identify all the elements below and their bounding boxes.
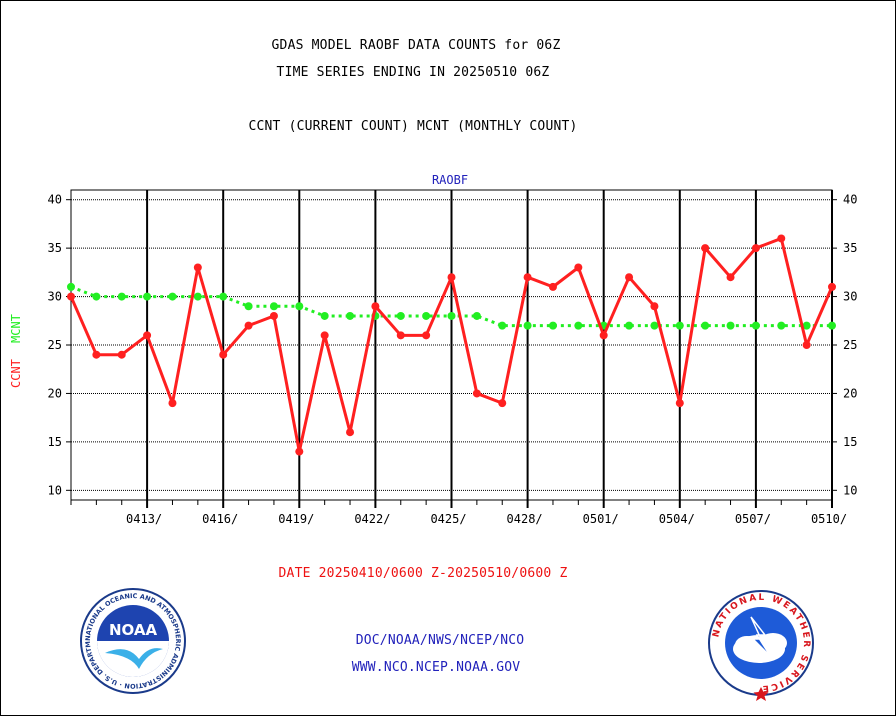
plot-area: 10 10 15 15 20 20 25 25 30 30 35 35 40 40 0413/0416/04… (48, 189, 857, 526)
data-point-mcnt (396, 311, 405, 320)
data-point-mcnt (143, 292, 152, 301)
data-point-mcnt (498, 321, 507, 330)
data-point-ccnt (650, 302, 659, 311)
date-range-label: DATE 20250410/0600 Z-20250510/0600 Z (278, 566, 568, 581)
y-tick-label-right: 35 (843, 241, 857, 255)
noaa-logo: NATIONAL OCEANIC AND ATMOSPHERIC ADMINIS… (80, 588, 186, 694)
data-point-ccnt (269, 311, 278, 320)
y-tick-label-right: 15 (843, 435, 857, 449)
x-tick-label: 0428/ (507, 512, 543, 526)
data-point-ccnt (548, 282, 557, 291)
y-tick-label-right: 20 (843, 386, 857, 400)
x-tick-label: 0425/ (430, 512, 466, 526)
x-tick-label: 0507/ (735, 512, 771, 526)
data-point-mcnt (802, 321, 811, 330)
data-point-ccnt (371, 302, 380, 311)
data-point-mcnt (650, 321, 659, 330)
data-point-mcnt (751, 321, 760, 330)
chart-series-label: RAOBF (432, 173, 468, 187)
data-point-ccnt (472, 389, 481, 398)
data-point-ccnt (523, 273, 532, 282)
data-point-mcnt (422, 311, 431, 320)
data-point-ccnt (574, 263, 583, 272)
data-point-ccnt (117, 350, 126, 359)
data-point-mcnt (269, 302, 278, 311)
x-tick-label: 0416/ (202, 512, 238, 526)
data-point-ccnt (346, 428, 355, 437)
y-tick-label-right: 10 (843, 483, 857, 497)
data-point-mcnt (701, 321, 710, 330)
y-tick-label-right: 40 (843, 193, 857, 207)
data-point-ccnt (320, 331, 329, 340)
data-point-mcnt (346, 311, 355, 320)
data-point-mcnt (777, 321, 786, 330)
x-tick-label: 0510/ (811, 512, 847, 526)
data-point-ccnt (295, 447, 304, 456)
data-point-ccnt (67, 292, 75, 301)
org-link[interactable]: DOC/NOAA/NWS/NCEP/NCO (355, 633, 525, 648)
x-tick-label: 0504/ (659, 512, 695, 526)
data-point-mcnt (625, 321, 634, 330)
data-point-mcnt (548, 321, 557, 330)
data-point-mcnt (193, 292, 202, 301)
data-point-mcnt (117, 292, 126, 301)
data-point-mcnt (244, 302, 253, 311)
chart-subtitle: CCNT (CURRENT COUNT) MCNT (MONTHLY COUNT… (248, 119, 578, 134)
chart-title-line-1: GDAS MODEL RAOBF DATA COUNTS for 06Z (271, 38, 561, 53)
chart-title-line-2: TIME SERIES ENDING IN 20250510 06Z (276, 65, 550, 80)
data-point-mcnt (295, 302, 304, 311)
y-tick-label-left: 20 (48, 386, 62, 400)
data-point-ccnt (447, 273, 456, 282)
data-point-mcnt (726, 321, 735, 330)
data-point-mcnt (828, 321, 836, 330)
x-tick-label: 0501/ (583, 512, 619, 526)
data-point-mcnt (320, 311, 329, 320)
data-point-ccnt (244, 321, 253, 330)
y-tick-label-left: 30 (48, 290, 62, 304)
data-point-mcnt (168, 292, 177, 301)
y-axis-label-ccnt: CCNT (9, 359, 23, 388)
data-point-ccnt (143, 331, 152, 340)
data-point-ccnt (599, 331, 608, 340)
data-point-ccnt (422, 331, 431, 340)
x-tick-label: 0419/ (278, 512, 314, 526)
website-link[interactable]: WWW.NCO.NCEP.NOAA.GOV (351, 660, 521, 675)
data-point-ccnt (219, 350, 228, 359)
data-point-mcnt (92, 292, 101, 301)
data-point-ccnt (777, 234, 786, 243)
y-tick-label-right: 30 (843, 290, 857, 304)
y-tick-label-left: 40 (48, 193, 62, 207)
nws-logo: NATIONAL WEATHER SERVICE (708, 590, 814, 701)
data-point-ccnt (828, 282, 836, 291)
data-point-mcnt (523, 321, 532, 330)
y-axis-title-group: CCNT MCNT (9, 314, 23, 388)
data-point-mcnt (67, 282, 75, 291)
y-tick-label-left: 25 (48, 338, 62, 352)
y-tick-label-left: 15 (48, 435, 62, 449)
data-point-ccnt (751, 244, 760, 253)
data-point-mcnt (447, 311, 456, 320)
data-point-mcnt (472, 311, 481, 320)
x-tick-label: 0422/ (354, 512, 390, 526)
x-tick-label: 0413/ (126, 512, 162, 526)
data-point-ccnt (498, 399, 507, 408)
data-point-ccnt (625, 273, 634, 282)
data-point-ccnt (396, 331, 405, 340)
data-point-mcnt (574, 321, 583, 330)
data-point-mcnt (219, 292, 228, 301)
y-axis-label-mcnt: MCNT (9, 314, 23, 343)
data-point-ccnt (168, 399, 177, 408)
noaa-logo-text: NOAA (109, 621, 158, 639)
data-point-ccnt (802, 341, 811, 349)
data-point-ccnt (701, 244, 710, 253)
data-point-ccnt (726, 273, 735, 282)
data-point-ccnt (193, 263, 202, 272)
y-tick-label-right: 25 (843, 338, 857, 352)
data-point-ccnt (675, 399, 684, 408)
y-tick-label-left: 10 (48, 483, 62, 497)
y-tick-label-left: 35 (48, 241, 62, 255)
data-point-mcnt (675, 321, 684, 330)
data-point-ccnt (92, 350, 101, 359)
